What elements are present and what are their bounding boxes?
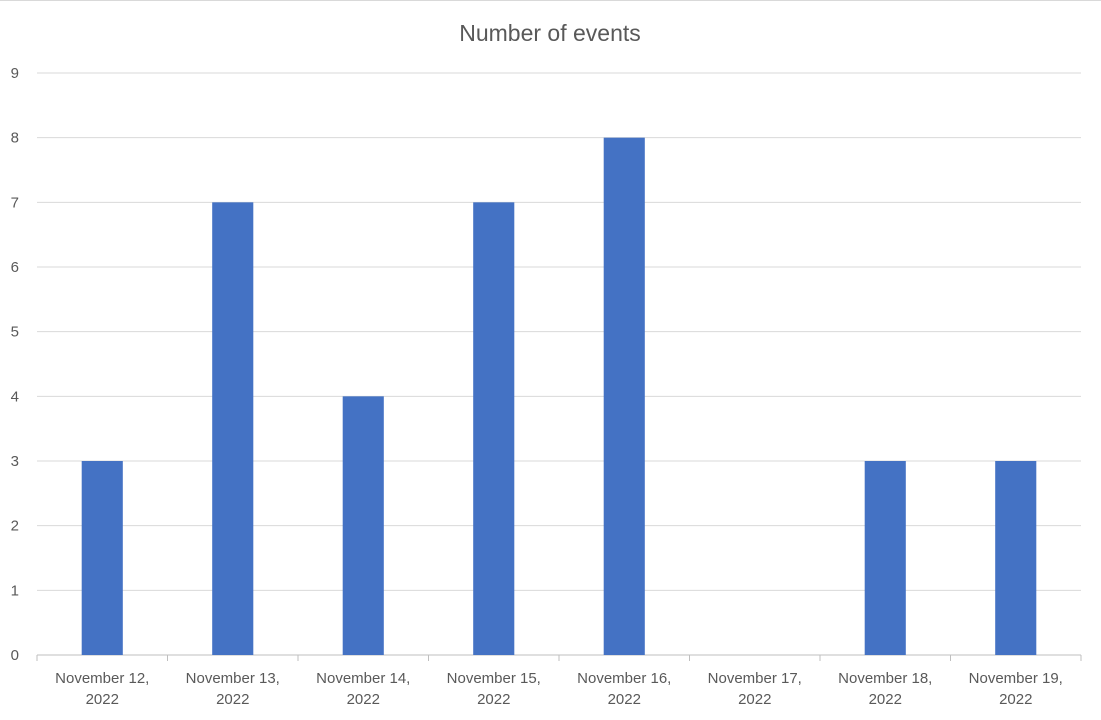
y-tick-label: 5	[11, 324, 19, 341]
bar	[212, 202, 254, 656]
y-tick-label: 8	[11, 130, 19, 147]
y-tick-label: 9	[11, 65, 19, 82]
x-tick-label: November 14, 2022	[316, 670, 410, 708]
y-tick-label: 4	[11, 388, 19, 405]
y-axis-ticks: 0 1 2 3 4 5 6 7 8 9	[11, 65, 19, 664]
bar	[864, 461, 906, 655]
y-tick-label: 2	[11, 518, 19, 535]
x-tick-label: November 13, 2022	[186, 670, 280, 708]
y-tick-label: 1	[11, 582, 19, 599]
x-tick-label: November 19, 2022	[969, 670, 1063, 708]
gridlines	[36, 72, 1082, 661]
chart-title: Number of events	[459, 20, 641, 46]
x-tick-label: November 15, 2022	[447, 670, 541, 708]
bar	[473, 202, 515, 656]
bar	[603, 137, 645, 655]
y-tick-label: 3	[11, 453, 19, 470]
x-tick-label: November 18, 2022	[838, 670, 932, 708]
x-tick-label: November 12, 2022	[55, 670, 149, 708]
y-tick-label: 6	[11, 259, 19, 276]
y-tick-label: 7	[11, 194, 19, 211]
x-axis-ticks: November 12, 2022 November 13, 2022 November…	[55, 670, 1063, 708]
bars	[81, 137, 1037, 656]
bar	[81, 461, 123, 655]
x-tick-label: November 16, 2022	[577, 670, 671, 708]
bar	[342, 396, 384, 655]
x-tick-label: November 17, 2022	[708, 670, 802, 708]
bar	[995, 461, 1037, 655]
y-tick-label: 0	[11, 647, 19, 664]
